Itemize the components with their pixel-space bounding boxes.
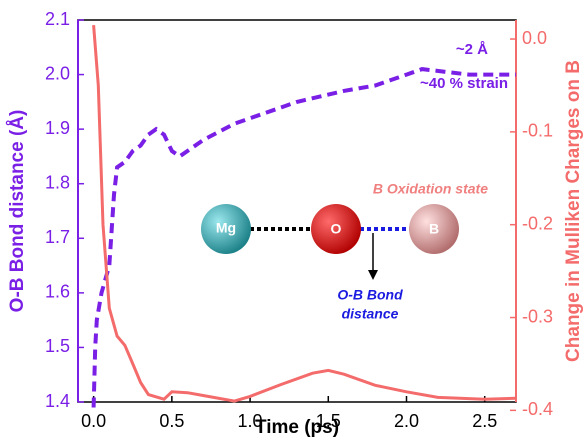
y2-axis-label: Change in Mulliken Charges on B	[563, 60, 584, 362]
y-tick-label: 1.5	[45, 336, 70, 356]
x-tick-label: 2.0	[394, 411, 419, 431]
y-tick-label: 1.4	[45, 391, 70, 411]
y2-tick-label: -0.4	[522, 399, 553, 419]
y2-tick-label: -0.2	[522, 213, 553, 233]
y2-tick-label: 0.0	[522, 28, 547, 48]
annotation: distance	[342, 306, 399, 322]
y-tick-label: 2.1	[45, 9, 70, 29]
annotation: O-B Bond	[337, 287, 403, 303]
x-tick-label: 0.5	[159, 411, 184, 431]
annotation: B Oxidation state	[373, 181, 488, 197]
annotation: ~2 Å	[456, 41, 488, 58]
y2-tick-label: -0.3	[522, 306, 553, 326]
y-axis-label: O-B Bond distance (Å)	[7, 110, 28, 313]
y-tick-label: 1.9	[45, 118, 70, 138]
y2-tick-label: -0.1	[522, 121, 553, 141]
annotation: B	[429, 221, 439, 237]
annotation: Mg	[216, 220, 236, 236]
y-tick-label: 1.6	[45, 282, 70, 302]
x-tick-label: 2.5	[472, 411, 497, 431]
annotation: O	[331, 221, 342, 237]
chart: 0.00.51.01.52.02.51.41.51.61.71.81.92.02…	[0, 0, 588, 440]
arrow-head	[368, 270, 378, 280]
annotation: ~40 % strain	[420, 75, 508, 92]
y-tick-label: 2.0	[45, 63, 70, 83]
y-tick-label: 1.7	[45, 227, 70, 247]
x-tick-label: 0.0	[81, 411, 106, 431]
y-tick-label: 1.8	[45, 172, 70, 192]
x-axis-label: Time (ps)	[255, 417, 339, 438]
